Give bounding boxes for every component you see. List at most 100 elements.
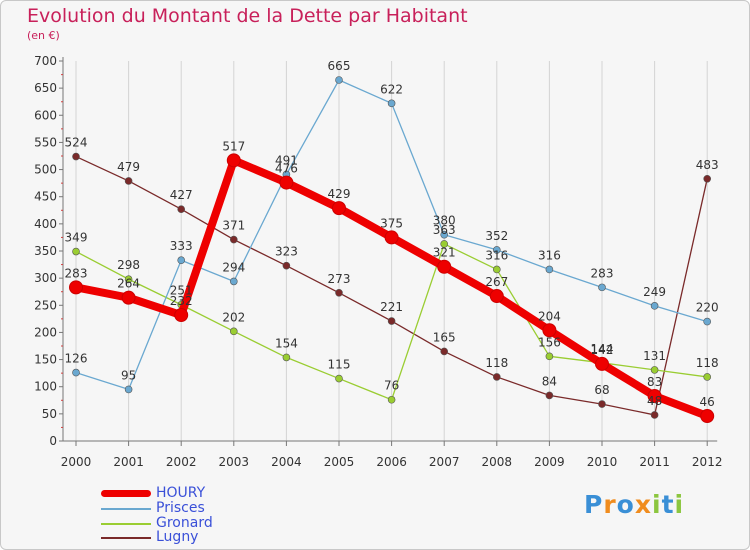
data-label-gronard: 349 (65, 231, 88, 245)
data-point-prisces (387, 99, 396, 108)
data-label-prisces: 294 (222, 260, 245, 274)
data-point-prisces (545, 265, 554, 274)
y-tick-label: 150 (34, 353, 57, 367)
data-label-lugny: 84 (542, 374, 557, 388)
data-label-prisces: 622 (380, 82, 403, 96)
data-label-houry: 232 (170, 294, 193, 308)
data-label-lugny: 221 (380, 300, 403, 314)
data-label-houry: 375 (380, 216, 403, 230)
data-point-houry (279, 175, 294, 190)
data-label-lugny: 479 (117, 160, 140, 174)
data-point-lugny (492, 373, 501, 381)
data-point-lugny (72, 152, 80, 161)
data-point-prisces (177, 256, 185, 265)
data-label-gronard: 298 (117, 258, 140, 272)
y-tick-label: 650 (34, 81, 57, 95)
data-label-lugny: 323 (275, 245, 298, 259)
data-point-lugny (335, 288, 343, 297)
data-label-gronard: 154 (275, 336, 298, 350)
x-tick-label: 2001 (113, 455, 144, 469)
y-tick-label: 700 (34, 54, 57, 68)
data-label-houry: 83 (647, 375, 662, 389)
data-label-houry: 204 (538, 309, 561, 323)
proxiti-logo: Proxiti (584, 490, 684, 519)
data-label-prisces: 316 (538, 248, 561, 262)
data-point-houry (700, 409, 715, 424)
x-tick-label: 2007 (429, 455, 460, 469)
data-point-gronard (492, 265, 501, 274)
data-label-lugny: 165 (433, 330, 456, 344)
y-tick-label: 250 (34, 298, 57, 312)
y-tick-label: 600 (34, 108, 57, 122)
data-point-houry (226, 153, 241, 168)
legend-swatch-houry (101, 490, 151, 497)
data-point-gronard (650, 366, 659, 374)
data-point-houry (489, 289, 504, 304)
legend-label-gronard: Gronard (156, 515, 213, 531)
x-tick-label: 2003 (219, 455, 250, 469)
data-point-prisces (72, 368, 80, 377)
data-point-gronard (124, 275, 133, 284)
data-point-lugny (598, 400, 606, 408)
x-tick-label: 2010 (587, 455, 618, 469)
data-point-gronard (440, 240, 449, 248)
data-point-prisces (230, 277, 238, 286)
x-tick-label: 2009 (534, 455, 565, 469)
logo-letter: t (661, 490, 675, 519)
data-point-prisces (124, 385, 133, 394)
legend-label-prisces: Prisces (156, 500, 205, 516)
data-label-gronard: 363 (433, 223, 456, 237)
data-point-gronard (545, 352, 554, 361)
data-label-prisces: 333 (170, 239, 193, 253)
data-label-lugny: 68 (594, 383, 609, 397)
x-tick-label: 2008 (482, 455, 513, 469)
y-tick-label: 500 (34, 163, 57, 177)
x-tick-label: 2004 (271, 455, 302, 469)
data-label-houry: 517 (222, 139, 245, 153)
data-point-gronard (703, 373, 712, 381)
data-label-houry: 264 (117, 277, 140, 291)
x-tick-label: 2005 (324, 455, 355, 469)
y-tick-label: 200 (34, 325, 57, 339)
data-label-prisces: 283 (591, 266, 614, 280)
data-label-lugny: 48 (647, 394, 662, 408)
data-label-prisces: 249 (643, 285, 666, 299)
legend-swatch-lugny (101, 537, 151, 539)
legend-label-houry: HOURY (156, 485, 206, 501)
data-label-gronard: 251 (170, 284, 193, 298)
legend-swatch-prisces (101, 508, 151, 510)
y-tick-label: 0 (49, 434, 57, 448)
chart-subtitle: (en €) (27, 29, 60, 42)
data-point-lugny (177, 205, 185, 213)
y-tick-label: 50 (42, 407, 57, 421)
data-label-prisces: 665 (328, 59, 351, 73)
y-tick-label: 400 (34, 217, 57, 231)
data-point-lugny (282, 261, 291, 270)
data-point-houry (384, 230, 399, 245)
y-tick-label: 450 (34, 190, 57, 204)
data-point-lugny (230, 235, 238, 244)
legend-label-lugny: Lugny (156, 529, 199, 545)
data-point-lugny (703, 175, 712, 183)
x-tick-label: 2000 (61, 455, 92, 469)
data-label-lugny: 427 (170, 188, 193, 202)
logo-letter: o (616, 490, 635, 519)
data-point-houry (121, 290, 136, 305)
data-point-houry (437, 259, 452, 274)
data-point-gronard (230, 327, 238, 336)
data-label-prisces: 95 (121, 368, 136, 382)
data-point-houry (69, 280, 83, 295)
data-point-prisces (492, 246, 501, 254)
data-label-lugny: 273 (328, 272, 351, 286)
data-label-lugny: 118 (485, 356, 508, 370)
data-point-houry (174, 308, 189, 323)
data-point-gronard (282, 353, 291, 362)
data-point-houry (332, 201, 346, 216)
x-tick-label: 2006 (376, 455, 407, 469)
data-point-prisces (335, 76, 343, 84)
logo-letter: P (584, 490, 604, 519)
chart-title: Evolution du Montant de la Dette par Hab… (27, 5, 468, 27)
legend-swatch-gronard (101, 523, 151, 525)
data-point-lugny (545, 391, 554, 400)
